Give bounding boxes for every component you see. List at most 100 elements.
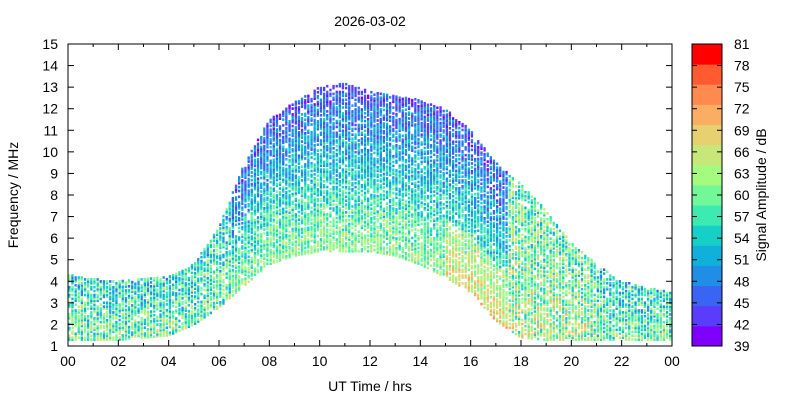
data-point: [159, 328, 162, 332]
data-point: [341, 117, 345, 121]
data-point: [212, 262, 216, 266]
data-point: [316, 100, 319, 104]
data-point: [256, 218, 260, 221]
data-point: [159, 326, 162, 330]
data-point: [398, 147, 401, 150]
data-point: [149, 320, 153, 323]
data-point: [363, 115, 367, 119]
data-point: [323, 150, 326, 154]
data-point: [398, 244, 401, 247]
data-point: [253, 152, 257, 156]
data-point: [178, 304, 181, 307]
data-point: [194, 295, 197, 298]
data-point: [253, 164, 257, 168]
data-point: [256, 185, 260, 188]
data-point: [256, 171, 260, 175]
data-point: [71, 336, 74, 339]
data-point: [134, 313, 137, 317]
data-point: [260, 248, 263, 252]
data-point: [187, 269, 190, 272]
data-point: [379, 121, 382, 125]
data-point: [329, 135, 332, 138]
data-point: [87, 318, 90, 322]
data-point: [332, 106, 335, 109]
data-point: [382, 215, 385, 218]
data-point: [238, 207, 241, 210]
data-point: [285, 173, 288, 177]
data-point: [313, 114, 316, 118]
data-point: [338, 145, 341, 148]
data-point: [341, 201, 345, 204]
data-point: [168, 290, 172, 294]
data-point: [411, 124, 414, 127]
data-point: [395, 202, 398, 205]
data-point: [335, 230, 338, 234]
data-point: [323, 92, 326, 96]
data-point: [234, 206, 238, 209]
data-point: [389, 200, 392, 204]
data-point: [272, 193, 275, 196]
data-point: [329, 247, 332, 251]
data-point: [329, 127, 332, 131]
data-point: [71, 293, 74, 297]
data-point: [105, 289, 109, 293]
data-point: [275, 231, 279, 234]
data-point: [326, 240, 329, 243]
data-point: [297, 234, 301, 237]
data-point: [269, 254, 272, 258]
data-point: [310, 206, 313, 210]
data-point: [115, 322, 118, 326]
data-point: [282, 163, 285, 166]
data-point: [266, 165, 269, 168]
data-point: [316, 87, 319, 90]
data-point: [338, 133, 341, 136]
data-point: [118, 330, 121, 334]
data-point: [332, 168, 335, 171]
data-point: [404, 145, 408, 148]
data-point: [178, 280, 181, 284]
data-point: [241, 192, 244, 196]
data-point: [392, 164, 395, 168]
data-point: [260, 198, 263, 201]
data-point: [294, 137, 297, 141]
data-point: [272, 226, 275, 229]
data-point: [363, 104, 367, 107]
data-point: [404, 102, 408, 106]
data-point: [335, 189, 338, 193]
data-point: [225, 247, 228, 250]
data-point: [175, 274, 178, 278]
data-point: [272, 210, 275, 214]
data-point: [225, 295, 228, 299]
data-point: [238, 275, 241, 278]
data-point: [323, 152, 326, 156]
data-point: [304, 182, 307, 186]
data-point: [294, 186, 297, 189]
data-point: [263, 214, 266, 218]
data-point: [411, 120, 414, 123]
data-point: [71, 307, 74, 310]
data-point: [351, 178, 354, 181]
data-point: [225, 262, 228, 266]
data-point: [272, 234, 275, 237]
data-point: [316, 104, 319, 108]
data-point: [307, 96, 310, 100]
data-point: [250, 184, 253, 188]
data-point: [168, 294, 172, 298]
data-point: [348, 214, 351, 218]
data-point: [212, 258, 216, 262]
data-point: [382, 126, 385, 129]
data-point: [112, 330, 115, 334]
data-point: [370, 108, 373, 111]
data-point: [326, 158, 329, 162]
data-point: [345, 178, 348, 181]
data-point: [392, 118, 395, 121]
data-point: [414, 224, 417, 227]
data-point: [68, 287, 71, 291]
data-point: [278, 146, 282, 150]
data-point: [244, 279, 247, 282]
data-point: [121, 322, 124, 325]
data-point: [127, 302, 131, 306]
data-point: [77, 311, 80, 314]
data-point: [244, 205, 247, 209]
data-point: [370, 174, 373, 177]
